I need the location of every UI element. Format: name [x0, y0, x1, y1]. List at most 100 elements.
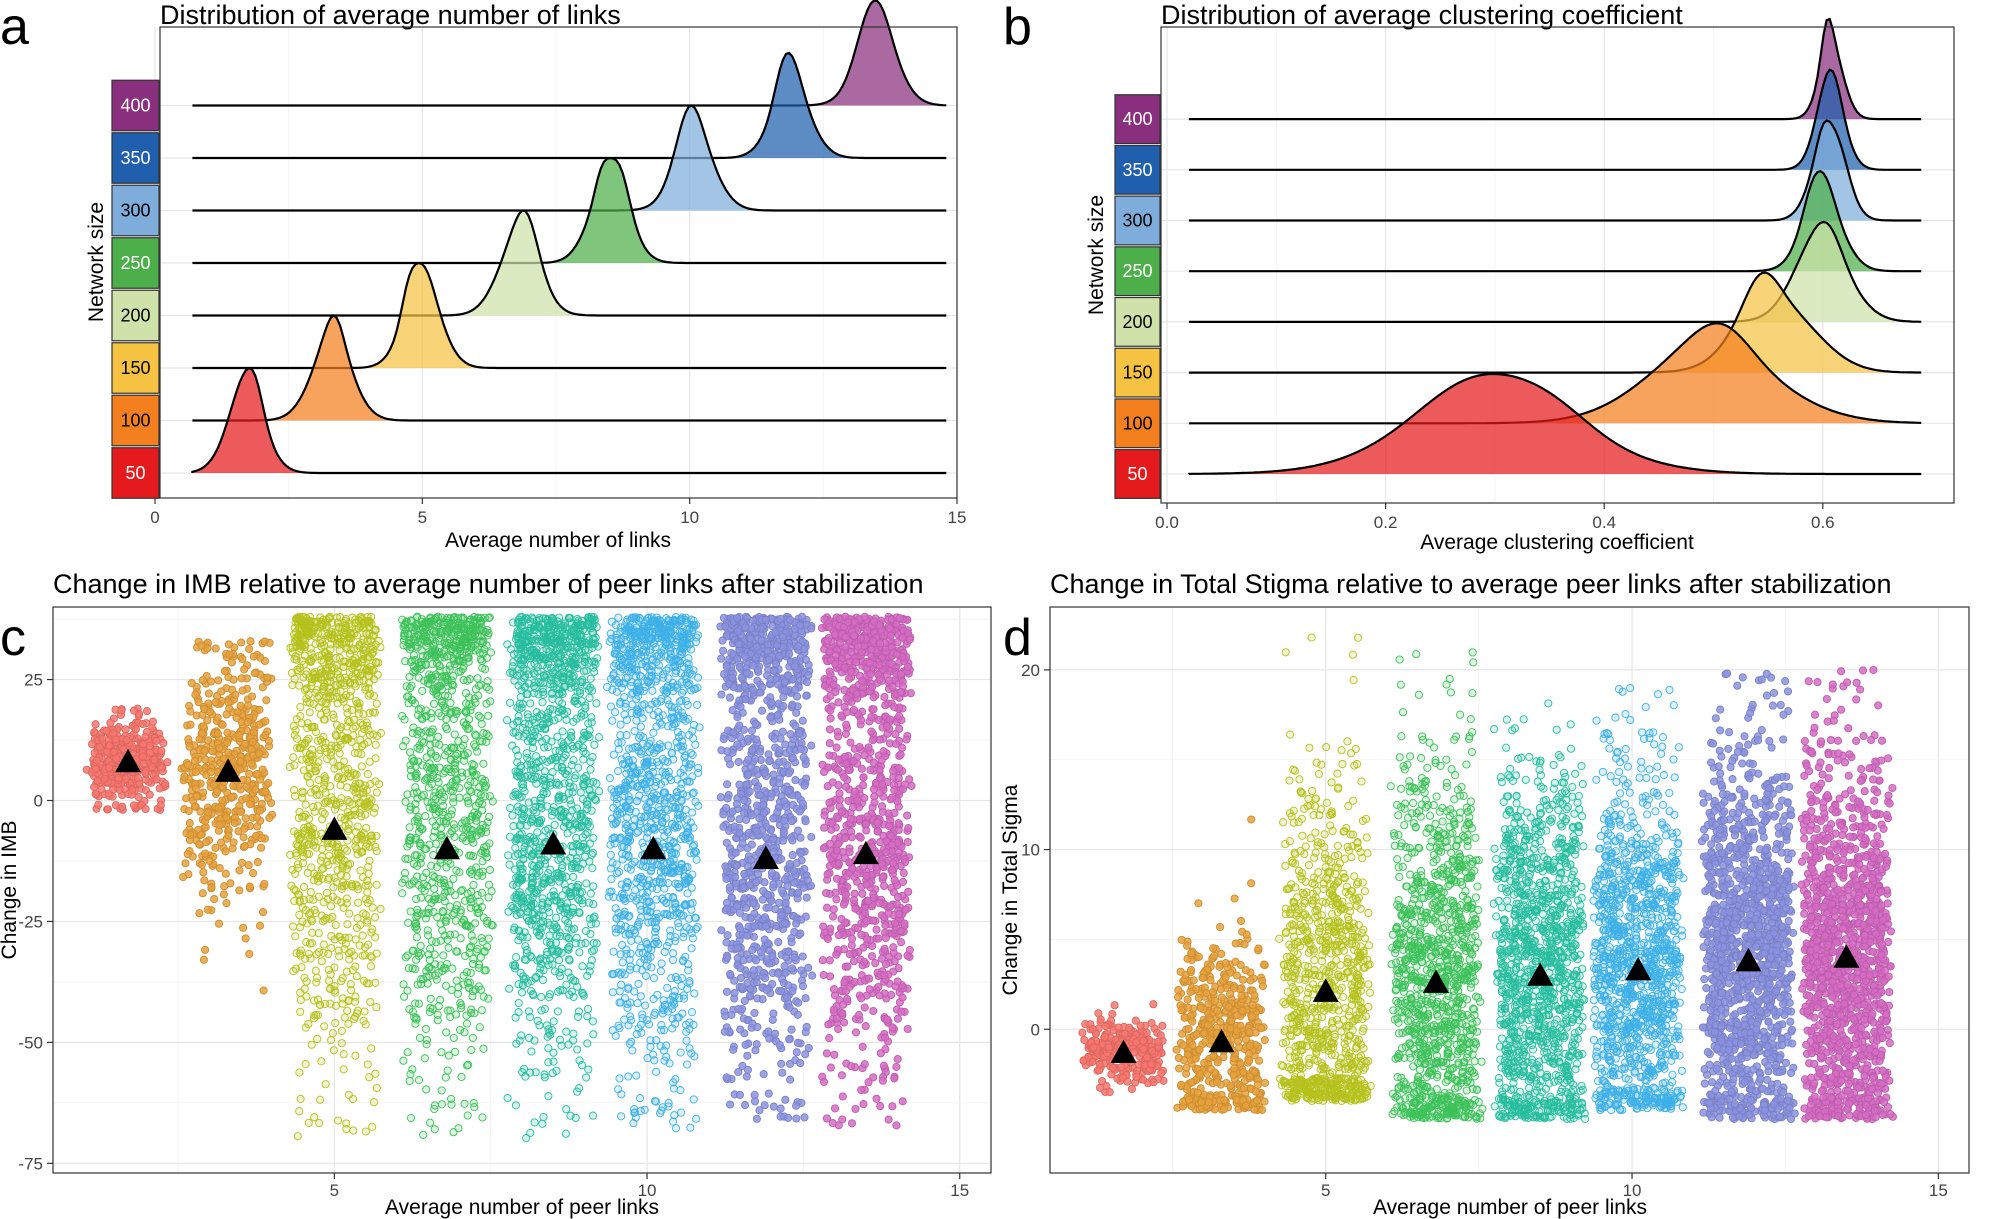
data-point-group-5 [592, 623, 601, 632]
data-point-group-3 [333, 721, 342, 730]
data-point-group-4 [473, 810, 482, 819]
data-point-group-5 [578, 833, 587, 842]
data-point-group-5 [540, 1070, 549, 1079]
data-point-group-4 [477, 985, 486, 994]
data-point-group-5 [512, 953, 521, 962]
data-point-group-4 [454, 737, 463, 746]
data-point-group-3 [313, 694, 322, 703]
data-point-group-4 [465, 786, 474, 795]
data-point-group-4 [462, 920, 471, 929]
data-point-group-4 [478, 867, 487, 876]
data-point-group-3 [355, 616, 364, 625]
data-point-group-3 [303, 849, 312, 859]
data-point-group-2 [203, 905, 212, 914]
data-point-group-6 [653, 990, 662, 999]
data-point-group-2 [232, 713, 241, 722]
data-point-group-5 [577, 811, 586, 820]
data-point-group-4 [399, 636, 408, 645]
data-point-group-3 [347, 986, 356, 995]
data-point-group-3 [329, 1046, 338, 1055]
data-point-group-5 [551, 666, 560, 675]
data-point-group-2 [264, 779, 273, 788]
data-point-group-2 [257, 799, 266, 808]
data-point-group-3 [372, 788, 381, 797]
data-point-group-3 [371, 777, 380, 786]
data-point-group-4 [436, 936, 445, 945]
data-point-group-2 [202, 838, 211, 847]
data-point-group-3 [301, 800, 310, 809]
data-point-group-4 [476, 680, 486, 689]
data-point-group-3 [305, 698, 314, 707]
data-point-group-4 [462, 648, 471, 657]
data-point-group-3 [296, 1007, 305, 1016]
data-point-group-4 [459, 750, 468, 759]
data-point-group-4 [441, 981, 451, 990]
data-point-group-2 [199, 788, 208, 797]
data-point-group-4 [437, 1100, 446, 1109]
data-point-group-5 [533, 724, 542, 733]
data-point-group-4 [477, 1006, 486, 1015]
data-point-group-5 [566, 679, 575, 688]
data-point-group-3 [337, 1039, 346, 1048]
data-point-group-3 [318, 807, 327, 817]
data-point-group-5 [527, 1047, 536, 1056]
data-point-group-5 [536, 954, 545, 963]
data-point-group-1 [91, 720, 100, 729]
data-point-group-4 [431, 892, 440, 901]
data-point-group-6 [681, 952, 690, 961]
data-point-group-4 [434, 968, 443, 977]
data-point-group-5 [563, 919, 573, 928]
data-point-group-3 [303, 719, 312, 728]
data-point-group-4 [423, 881, 432, 891]
data-point-group-3 [359, 635, 368, 644]
data-point-group-5 [580, 728, 589, 737]
data-point-group-3 [321, 698, 330, 707]
data-point-group-3 [333, 744, 342, 753]
data-point-group-5 [586, 929, 595, 939]
data-point-group-4 [484, 994, 493, 1003]
data-point-group-4 [439, 908, 448, 917]
data-point-group-6 [634, 935, 643, 944]
data-point-group-2 [198, 889, 207, 898]
data-point-group-5 [514, 1008, 523, 1017]
data-point-group-3 [307, 649, 316, 658]
data-point-group-2 [229, 838, 238, 847]
strip-label-350: 350 [120, 148, 150, 168]
data-point-group-4 [411, 851, 420, 860]
data-point-group-3 [345, 909, 354, 918]
data-point-group-3 [338, 999, 347, 1008]
data-point-group-5 [572, 742, 581, 751]
data-point-group-3 [290, 791, 300, 801]
data-point-group-5 [586, 757, 595, 766]
data-point-group-4 [427, 765, 436, 774]
data-point-group-3 [367, 1044, 376, 1053]
data-point-group-3 [365, 672, 374, 681]
data-point-group-2 [221, 847, 230, 856]
data-point-group-5 [528, 861, 537, 870]
data-point-group-4 [476, 790, 485, 800]
data-point-group-3 [363, 664, 372, 673]
data-point-group-3 [362, 786, 371, 795]
data-point-group-4 [427, 861, 436, 870]
data-point-group-4 [459, 675, 468, 685]
data-point-group-4 [399, 1056, 408, 1065]
strip-label-box-300 [111, 184, 160, 237]
data-point-group-6 [632, 797, 641, 806]
data-point-group-4 [459, 832, 468, 841]
data-point-group-3 [322, 663, 332, 673]
data-point-group-5 [587, 713, 596, 722]
data-point-group-3 [363, 770, 372, 779]
data-point-group-3 [313, 736, 322, 745]
data-point-group-5 [585, 914, 594, 923]
data-point-group-5 [514, 998, 523, 1008]
data-point-group-3 [372, 658, 381, 668]
data-point-group-5 [505, 698, 515, 707]
data-point-group-4 [488, 797, 497, 806]
data-point-group-2 [227, 658, 236, 667]
data-point-group-4 [467, 887, 476, 896]
data-point-group-3 [362, 823, 371, 832]
data-point-group-4 [466, 851, 475, 860]
data-point-group-4 [447, 810, 456, 819]
data-point-group-3 [357, 847, 366, 856]
data-point-group-4 [436, 995, 445, 1005]
